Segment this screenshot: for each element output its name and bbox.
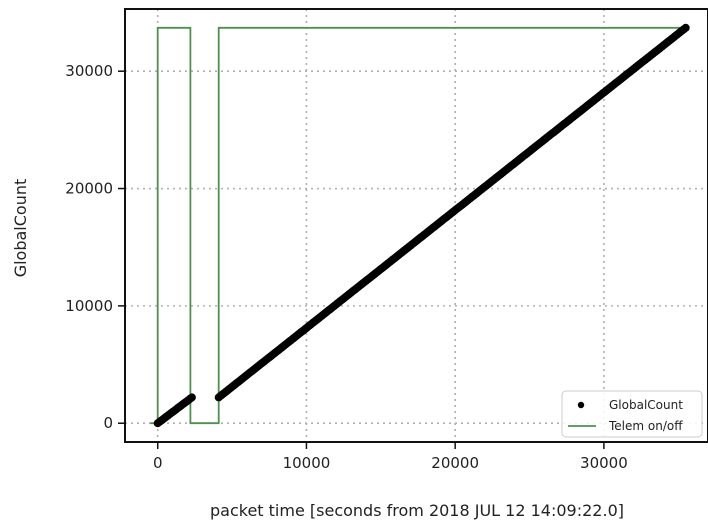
legend-label-telem: Telem on/off	[608, 419, 683, 433]
y-tick-label: 20000	[65, 180, 113, 198]
globalcount-point	[187, 393, 196, 402]
series-layer	[150, 23, 690, 428]
y-tick-label: 0	[103, 414, 113, 432]
x-tick-label: 10000	[283, 454, 331, 472]
x-tick-label: 0	[153, 454, 163, 472]
y-tick-label: 10000	[65, 297, 113, 315]
legend-marker-globalcount	[577, 401, 585, 409]
x-tick-label: 30000	[580, 454, 628, 472]
telem-on-off-line	[150, 26, 686, 425]
legend-label-globalcount: GlobalCount	[609, 398, 683, 412]
x-axis-label: packet time [seconds from 2018 JUL 12 14…	[210, 501, 624, 520]
y-axis-label: GlobalCount	[11, 179, 30, 278]
x-tick-label: 20000	[431, 454, 479, 472]
ticks: 0 10000 20000 30000 0 10000 20000 30000	[65, 62, 627, 472]
y-tick-label: 30000	[65, 62, 113, 80]
plot-frame	[124, 8, 708, 443]
legend-frame	[561, 390, 703, 438]
grid	[125, 9, 708, 442]
legend: GlobalCount Telem on/off	[561, 390, 703, 438]
globalcount-point	[681, 23, 690, 32]
